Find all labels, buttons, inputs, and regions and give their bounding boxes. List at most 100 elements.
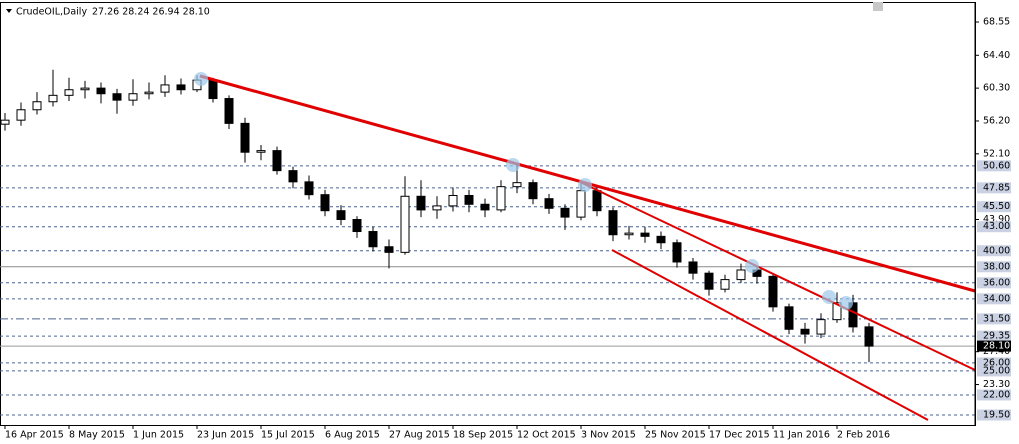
- x-tick-label: 3 Nov 2015: [581, 430, 636, 441]
- y-tick-label: 64.40: [983, 50, 1010, 61]
- level-label-box: [977, 160, 1011, 172]
- level-label: 26.00: [983, 357, 1010, 368]
- axes: 68.55 64.40 60.30 56.20 52.10 43.90 27.40 23.30…: [4, 2, 1011, 441]
- level-label: 45.50: [983, 201, 1010, 212]
- level-label-box: [977, 182, 1011, 194]
- candle-body: [784, 306, 794, 330]
- candle-body: [272, 150, 282, 172]
- candle-body: [592, 190, 602, 212]
- candle-body: [240, 122, 250, 153]
- candle-body: [480, 203, 490, 211]
- last-price-box: [977, 340, 1011, 352]
- y-tick-label: 23.30: [983, 379, 1010, 390]
- chart-title: CrudeOIL,Daily: [16, 7, 87, 18]
- candle-body: [288, 170, 298, 183]
- candle-body: [816, 319, 826, 335]
- candle-body: [64, 89, 74, 96]
- touch-marker: [745, 259, 759, 273]
- level-label-box: [977, 245, 1011, 257]
- candle-body: [640, 232, 650, 237]
- level-label-box: [977, 409, 1011, 421]
- candle-body: [448, 194, 458, 207]
- candle-body: [576, 190, 586, 218]
- candle-body: [832, 302, 842, 321]
- x-tick-label: 8 May 2015: [69, 430, 125, 441]
- level-label-box: [977, 201, 1011, 213]
- candle-body: [400, 195, 410, 253]
- x-tick-label: 11 Jan 2016: [773, 430, 830, 441]
- candle-body: [304, 181, 314, 196]
- candle-body: [656, 235, 666, 244]
- level-label: 31.50: [983, 313, 1010, 324]
- candle-body: [48, 94, 58, 103]
- level-label-box: [977, 277, 1011, 289]
- levels: [0, 165, 975, 416]
- candle-body: [672, 242, 682, 263]
- level-label: 25.00: [983, 365, 1010, 376]
- trendline: [611, 249, 929, 421]
- level-label: 38.00: [983, 261, 1010, 272]
- y-tick-label: 43.90: [983, 214, 1010, 225]
- candle-body: [352, 219, 362, 233]
- candles: [0, 69, 874, 363]
- x-tick-label: 2 Feb 2016: [837, 430, 890, 441]
- touch-marker: [506, 158, 520, 172]
- candle-body: [96, 87, 106, 95]
- level-label: 40.00: [983, 245, 1010, 256]
- candle-body: [464, 194, 474, 205]
- chart-subtitle: 27.26 28.24 26.94 28.10: [92, 7, 210, 18]
- candle-body: [16, 109, 26, 121]
- level-label-box: [977, 221, 1011, 233]
- trendline: [579, 181, 976, 371]
- x-tick-label: 12 Oct 2015: [517, 430, 576, 441]
- candle-body: [768, 275, 778, 308]
- y-tick-label: 68.55: [983, 17, 1010, 28]
- candle-body: [688, 261, 698, 274]
- y-tick-label: 60.30: [983, 83, 1010, 94]
- level-label: 22.00: [983, 389, 1010, 400]
- candle-body: [128, 93, 138, 101]
- candle-body: [704, 272, 714, 290]
- x-tick-label: 27 Aug 2015: [389, 430, 450, 441]
- touch-markers: [194, 72, 853, 310]
- candle-body: [176, 84, 186, 91]
- level-label: 34.00: [983, 293, 1010, 304]
- candle-body: [224, 98, 234, 124]
- touch-marker: [194, 72, 208, 86]
- x-tick-label: 17 Dec 2015: [709, 430, 770, 441]
- x-tick-label: 25 Nov 2015: [645, 430, 706, 441]
- candle-body: [160, 84, 170, 93]
- level-label-box: [977, 330, 1011, 342]
- level-label: 43.00: [983, 221, 1010, 232]
- candle-body: [80, 87, 90, 91]
- level-label-box: [977, 365, 1011, 377]
- window-button[interactable]: [873, 2, 883, 11]
- candle-body: [256, 150, 266, 153]
- x-tick-label: 15 Jul 2015: [261, 430, 315, 441]
- level-label-box: [977, 389, 1011, 401]
- x-tick-label: 1 Jun 2015: [133, 430, 184, 441]
- candle-body: [384, 246, 394, 253]
- candle-body: [112, 93, 122, 101]
- y-tick-label: 27.40: [983, 346, 1010, 357]
- candle-body: [544, 198, 554, 209]
- level-label-box: [977, 293, 1011, 305]
- touch-marker: [578, 178, 592, 192]
- candle-body: [144, 91, 154, 95]
- candle-body: [496, 186, 506, 211]
- candle-body: [736, 269, 746, 281]
- candle-body: [368, 231, 378, 248]
- candle-body: [800, 328, 810, 335]
- level-label: 50.60: [983, 160, 1010, 171]
- level-label: 19.50: [983, 409, 1010, 420]
- level-label-box: [977, 313, 1011, 325]
- touch-marker: [839, 296, 853, 310]
- level-label: 29.35: [983, 331, 1010, 342]
- level-label-box: [977, 357, 1011, 369]
- menu-arrow[interactable]: [6, 9, 12, 13]
- candle-body: [0, 119, 10, 125]
- candle-body: [320, 194, 330, 212]
